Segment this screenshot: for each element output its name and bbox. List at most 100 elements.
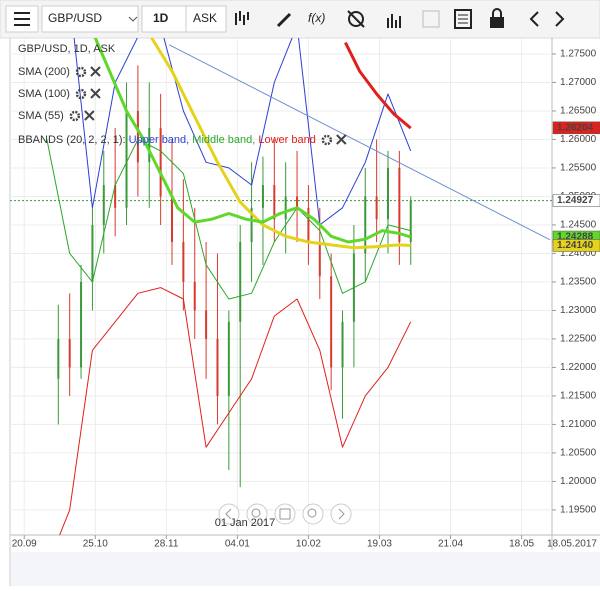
x-tick-label: 21.04 [438,539,463,550]
price-label-box [552,239,600,252]
upper-band-name: Upper band, [129,134,190,146]
bband-line [46,139,411,300]
legend-settings[interactable] [321,134,333,146]
candle-body [68,338,71,368]
gear-icon [75,88,87,100]
y-tick-label: 1.22000 [560,362,597,373]
y-tick-label: 1.27500 [560,49,597,60]
y-tick-label: 1.26000 [560,134,597,145]
legend-entry: SMA (100) [18,88,70,100]
legend-title: GBP/USD, 1D, ASK [18,43,116,55]
y-tick-label: 1.24500 [560,220,597,231]
price-side: ASK [193,11,217,25]
y-tick-label: 1.22500 [560,334,597,345]
zoom-out[interactable] [246,503,268,525]
candle-body [102,185,105,225]
clear-button[interactable] [347,10,365,28]
price-label-box [552,194,600,207]
symbol-select[interactable]: GBP/USD [41,5,139,33]
candle-body [261,185,264,208]
y-tick-label: 1.20000 [560,476,597,487]
y-tick-label: 1.26500 [560,106,597,117]
toolbar: GBP/USD 1D ASK f(x) [0,0,600,39]
chart-type-button[interactable] [235,11,249,25]
candle-body [227,321,230,396]
candle-body [296,196,299,208]
candle-body [159,128,162,197]
candle-body [409,200,412,243]
candle-body [250,207,253,243]
x-tick-label: 25.10 [83,539,108,550]
bband-line [73,38,412,226]
legend-entry: SMA (55) [18,110,64,122]
candle-body [193,281,196,311]
menu-button[interactable] [5,5,39,33]
sma-line [344,41,412,130]
lower-band-name: Lower band [258,134,316,146]
candle-body [330,276,333,368]
calendar-button[interactable] [422,10,440,28]
bband-line [59,287,412,535]
draw-button[interactable] [276,12,292,28]
side-select[interactable]: ASK [185,5,227,33]
y-tick-label: 1.21500 [560,391,597,402]
end-date-label: 18.05.2017 [547,539,597,550]
y-tick-label: 1.20500 [560,448,597,459]
candle-body [375,196,378,220]
lock-button[interactable] [490,8,504,28]
scroll-left[interactable] [529,11,539,27]
candle-body [216,338,219,396]
bbands-name: BBANDS (20, 2, 2, 1): [18,134,126,146]
y-tick-label: 1.19500 [560,505,597,516]
remove-icon[interactable] [90,88,101,99]
bbands-legend: BBANDS (20, 2, 2, 1): Upper band, Middle… [18,134,316,146]
nav-last[interactable] [330,503,352,525]
remove-icon[interactable] [336,134,347,145]
legend-settings[interactable] [75,88,87,100]
x-tick-label: 04.01 [225,539,250,550]
candle-body [182,242,185,282]
plot [46,38,551,535]
x-tick-label: 28.11 [154,539,179,550]
y-tick-label: 1.21000 [560,419,597,430]
sheet-button[interactable] [454,9,472,29]
navigator-date: 01 Jan 2017 [215,517,276,529]
candle-body [318,242,321,277]
remove-icon[interactable] [84,110,95,121]
legend-settings[interactable] [75,66,87,78]
price-label: 1.24140 [557,240,594,251]
legend: GBP/USD, 1D, ASK BBANDS (20, 2, 2, 1): U… [18,43,347,146]
scroll-right[interactable] [555,11,565,27]
legend-entry: SMA (200) [18,66,70,78]
candle-body [273,185,276,220]
zoom-reset[interactable] [274,503,296,525]
y-tick-label: 1.25500 [560,163,597,174]
volume-button[interactable] [387,14,401,28]
gear-icon [321,134,333,146]
x-tick-label: 18.05 [509,539,534,550]
candle-body [387,167,389,220]
candle-body [136,110,139,163]
gear-icon [69,110,81,122]
period: 1D [153,11,169,25]
zoom-in[interactable] [302,503,324,525]
sma-line [93,38,412,244]
candle-body [171,196,173,243]
remove-icon[interactable] [90,66,101,77]
indicator-button[interactable]: f(x) [308,11,325,25]
period-select[interactable]: 1D [141,5,187,33]
candle-body [57,338,60,379]
nav-first[interactable] [218,503,240,525]
legend-settings[interactable] [69,110,81,122]
candle-body [398,167,401,243]
y-tick-label: 1.23000 [560,305,597,316]
candle-body [364,196,367,254]
x-tick-label: 19.03 [367,539,392,550]
candle-body [80,281,83,368]
candle-body [205,310,208,339]
y-tick-label: 1.23500 [560,277,597,288]
axes: 1.19500 1.20000 1.20500 1.21000 1.21500 1.220… [12,49,600,550]
sma-line [149,38,411,250]
nav-buttons: 01 Jan 2017 [215,503,352,529]
navigator[interactable] [11,552,600,586]
